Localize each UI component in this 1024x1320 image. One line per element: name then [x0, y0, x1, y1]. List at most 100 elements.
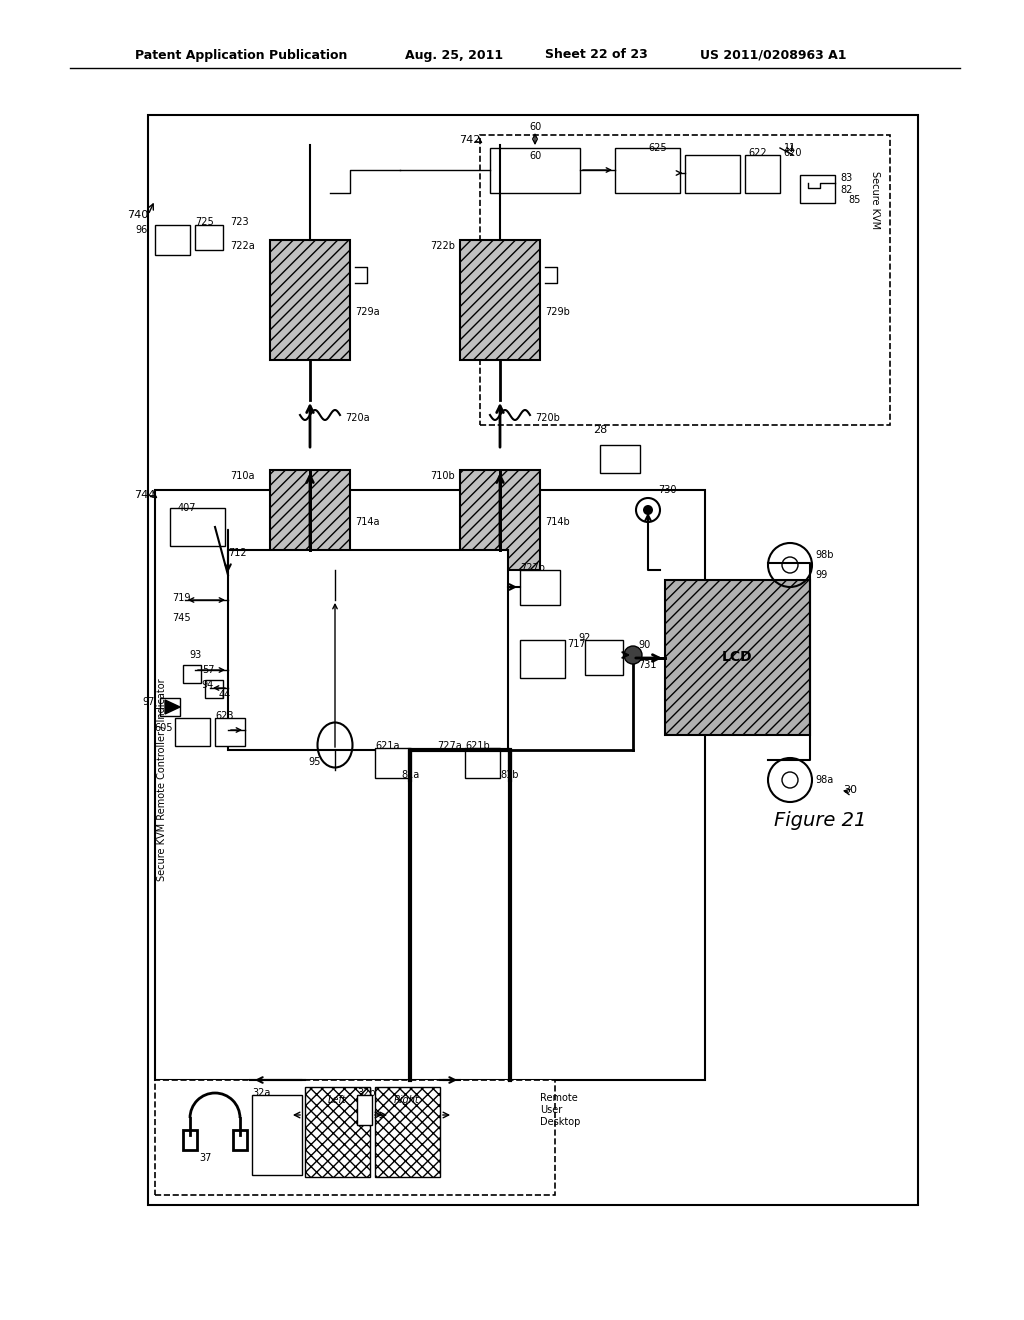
Text: 96: 96 — [136, 224, 148, 235]
Text: 710b: 710b — [430, 471, 455, 480]
Bar — [520, 570, 560, 605]
Text: Left: Left — [328, 1096, 346, 1105]
Text: 32a: 32a — [252, 1088, 270, 1098]
Bar — [375, 748, 410, 777]
Text: 729b: 729b — [545, 308, 570, 317]
Text: 744: 744 — [133, 490, 155, 500]
Text: 28: 28 — [593, 425, 607, 436]
Text: 623: 623 — [215, 711, 233, 721]
Text: 407: 407 — [178, 503, 197, 513]
Bar — [480, 135, 890, 425]
Text: 93: 93 — [188, 649, 201, 660]
Text: 625: 625 — [648, 143, 667, 153]
Text: 81a: 81a — [400, 770, 419, 780]
Bar — [170, 508, 225, 546]
Text: 60: 60 — [528, 150, 541, 161]
Text: 620: 620 — [783, 148, 802, 158]
Text: US 2011/0208963 A1: US 2011/0208963 A1 — [700, 49, 847, 62]
Text: 30: 30 — [843, 785, 857, 795]
Bar — [460, 240, 540, 360]
Bar — [305, 1086, 370, 1177]
Text: 722a: 722a — [230, 242, 255, 251]
Text: 720a: 720a — [345, 413, 370, 422]
Bar — [357, 1096, 372, 1125]
Text: 90: 90 — [638, 640, 650, 649]
Bar — [183, 1130, 197, 1150]
Text: Right: Right — [394, 1096, 420, 1105]
Circle shape — [624, 645, 642, 664]
Text: 95: 95 — [309, 756, 322, 767]
Text: Aug. 25, 2011: Aug. 25, 2011 — [406, 49, 503, 62]
Text: 714a: 714a — [355, 517, 380, 527]
Bar — [155, 1080, 555, 1195]
Bar — [155, 224, 190, 255]
Text: Sheet 22 of 23: Sheet 22 of 23 — [545, 49, 648, 62]
Text: 745: 745 — [172, 612, 190, 623]
Bar — [233, 1130, 247, 1150]
Text: LCD: LCD — [722, 649, 753, 664]
Text: 32b: 32b — [357, 1088, 376, 1098]
Text: 720b: 720b — [535, 413, 560, 422]
Bar — [183, 665, 201, 682]
Text: 94: 94 — [202, 680, 214, 690]
Bar — [155, 490, 705, 1080]
Text: 725: 725 — [195, 216, 214, 227]
Circle shape — [643, 506, 653, 515]
Bar — [215, 718, 245, 746]
Text: 605: 605 — [155, 723, 173, 733]
Text: 99: 99 — [815, 570, 827, 579]
Text: Secure KVM: Secure KVM — [870, 170, 880, 230]
Text: 622: 622 — [748, 148, 767, 158]
Bar — [460, 470, 540, 570]
Text: 731: 731 — [638, 660, 656, 671]
Bar — [205, 680, 223, 698]
Text: 85: 85 — [848, 195, 860, 205]
Text: 714b: 714b — [545, 517, 569, 527]
Text: 98a: 98a — [815, 775, 834, 785]
Text: 44: 44 — [219, 690, 231, 700]
Text: 723: 723 — [230, 216, 249, 227]
Bar — [148, 115, 918, 1205]
Text: 712: 712 — [228, 548, 247, 558]
Text: 57: 57 — [202, 665, 214, 675]
Bar — [800, 176, 835, 203]
Bar — [685, 154, 740, 193]
Text: Remote
User
Desktop: Remote User Desktop — [540, 1093, 581, 1126]
Text: Figure 21: Figure 21 — [774, 810, 866, 829]
Text: 11: 11 — [784, 143, 796, 153]
Text: 742: 742 — [459, 135, 480, 145]
Bar — [665, 579, 810, 735]
Bar — [615, 148, 680, 193]
Text: 81b: 81b — [501, 770, 519, 780]
Text: 60: 60 — [528, 121, 541, 132]
Text: 82: 82 — [840, 185, 852, 195]
Text: 727b: 727b — [520, 564, 545, 573]
Text: 98b: 98b — [815, 550, 834, 560]
Bar — [600, 445, 640, 473]
Bar — [160, 698, 180, 715]
Bar — [585, 640, 623, 675]
Text: 730: 730 — [658, 484, 677, 495]
Text: 710a: 710a — [230, 471, 255, 480]
Bar — [228, 550, 508, 750]
Text: 722b: 722b — [430, 242, 455, 251]
Text: 727a: 727a — [437, 741, 463, 751]
Text: 92: 92 — [579, 634, 591, 643]
Text: 37: 37 — [199, 1152, 211, 1163]
Text: Secure KVM Remote Controller / Indicator: Secure KVM Remote Controller / Indicator — [157, 678, 167, 882]
Bar — [490, 148, 580, 193]
Bar — [520, 640, 565, 678]
Bar — [465, 748, 500, 777]
Bar — [745, 154, 780, 193]
Bar — [375, 1086, 440, 1177]
Text: 97: 97 — [142, 697, 155, 708]
Bar — [270, 240, 350, 360]
Polygon shape — [367, 255, 380, 294]
Polygon shape — [165, 700, 180, 714]
Bar — [175, 718, 210, 746]
Text: 621a: 621a — [375, 741, 399, 751]
Text: 717: 717 — [567, 639, 586, 649]
Bar — [270, 470, 350, 570]
Text: 621b: 621b — [465, 741, 489, 751]
Bar — [252, 1096, 302, 1175]
